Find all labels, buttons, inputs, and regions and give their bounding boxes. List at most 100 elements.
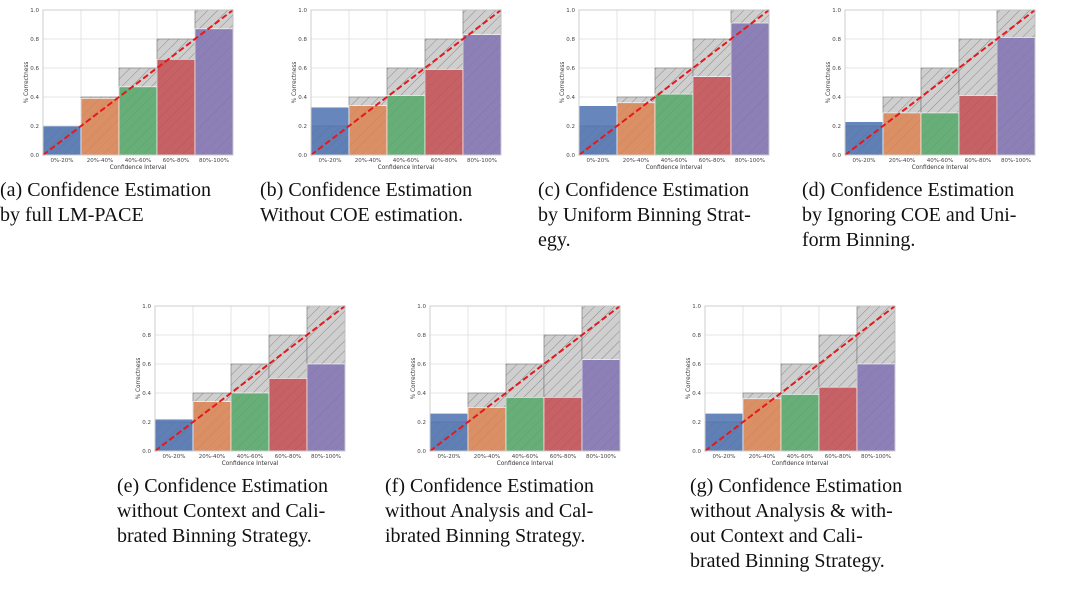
caption-b: (b) Confidence Estimation Without COE est… <box>260 178 506 228</box>
y-tick-label: 0.6 <box>832 66 841 72</box>
chart-panel-g: 0.0 0.2 0.4 0.6 0.8 1.0 0%-20% 20%-40% 40%-60% 60… <box>662 296 912 471</box>
caption-line: by Ignoring COE and Uni- <box>802 204 1017 226</box>
y-tick-label: 0.2 <box>832 124 841 130</box>
caption-label: (a) <box>0 179 28 201</box>
y-tick-label: 0.0 <box>566 153 575 159</box>
caption-line: out Context and Cali- <box>690 525 863 547</box>
x-tick-label: 40%-60% <box>125 158 151 164</box>
bar-0-to-20 <box>844 121 884 156</box>
caption-g: (g) Confidence Estimation without Analysi… <box>690 474 945 574</box>
caption-line: (a) Confidence Estimation <box>0 179 212 201</box>
perfect-calibration-line <box>844 9 1036 156</box>
chart-panel-d: 0.0 0.2 0.4 0.6 0.8 1.0 0%-20% 20%-40% 40%-60% 60… <box>802 0 1052 175</box>
y-tick-label: 0.6 <box>692 362 701 368</box>
x-tick-label: 20%-40% <box>474 454 500 460</box>
y-tick-label: 1.0 <box>566 8 575 14</box>
y-tick-label: 0.8 <box>832 37 841 43</box>
y-tick-label: 0.8 <box>142 333 151 339</box>
perfect-calibration-line <box>154 305 346 452</box>
chart-panel-e: 0.0 0.2 0.4 0.6 0.8 1.0 0%-20% 20%-40% 40%-60% 60… <box>112 296 362 471</box>
x-tick-label: 20%-40% <box>889 158 915 164</box>
y-tick-label: 1.0 <box>417 304 426 310</box>
x-axis-label: Confidence Interval <box>772 461 829 467</box>
x-tick-label: 0%-20% <box>438 454 461 460</box>
x-tick-label: 0%-20% <box>713 454 736 460</box>
chart-panel-f: 0.0 0.2 0.4 0.6 0.8 1.0 0%-20% 20%-40% 40%-60% 60… <box>387 296 637 471</box>
y-tick-label: 0.8 <box>692 333 701 339</box>
caption-label: (g) <box>690 475 719 497</box>
caption-label: (c) <box>538 179 566 201</box>
plot-frame <box>844 9 1036 156</box>
perfect-calibration-line <box>578 9 770 156</box>
x-tick-label: 20%-40% <box>199 454 225 460</box>
caption-line: by Uniform Binning Strat- <box>538 204 751 226</box>
perfect-calibration-line <box>704 305 896 452</box>
x-tick-label: 60%-80% <box>550 454 576 460</box>
caption-label: (f) <box>385 475 410 497</box>
bar-40-to-60 <box>920 112 960 156</box>
caption-e: (e) Confidence Estimation without Context… <box>117 474 367 549</box>
chart-a: 0.0 0.2 0.4 0.6 0.8 1.0 0%-20% 20%-40% 40%-60% 60… <box>24 8 234 171</box>
y-tick-label: 0.0 <box>298 153 307 159</box>
chart-panel-b: 0.0 0.2 0.4 0.6 0.8 1.0 0%-20% 20%-40% 40%-60% 60… <box>268 0 518 175</box>
x-tick-label: 60%-80% <box>965 158 991 164</box>
bar-60-to-80 <box>692 76 732 156</box>
caption-line: (g) Confidence Estimation <box>690 475 903 497</box>
chart-d: 0.0 0.2 0.4 0.6 0.8 1.0 0%-20% 20%-40% 40%-60% 60… <box>826 8 1036 171</box>
caption-line: brated Binning Strategy. <box>117 525 312 547</box>
plot-frame <box>154 305 346 452</box>
y-tick-label: 0.4 <box>832 95 841 101</box>
x-tick-label: 80%-100% <box>861 454 891 460</box>
x-tick-label: 60%-80% <box>163 158 189 164</box>
y-tick-label: 0.8 <box>298 37 307 43</box>
chart-f: 0.0 0.2 0.4 0.6 0.8 1.0 0%-20% 20%-40% 40%-60% 60… <box>411 304 621 467</box>
y-tick-label: 1.0 <box>142 304 151 310</box>
bar-0-to-20 <box>429 413 469 452</box>
y-tick-label: 0.4 <box>298 95 307 101</box>
caption-c: (c) Confidence Estimation by Uniform Binn… <box>538 178 796 253</box>
caption-line: by full LM-PACE <box>0 204 144 226</box>
bar-60-to-80 <box>543 397 583 452</box>
x-tick-label: 60%-80% <box>431 158 457 164</box>
bar-20-to-40 <box>80 98 120 156</box>
x-tick-label: 80%-100% <box>586 454 616 460</box>
caption-f: (f) Confidence Estimation without Analysi… <box>385 474 647 549</box>
y-tick-label: 0.0 <box>832 153 841 159</box>
x-tick-label: 80%-100% <box>311 454 341 460</box>
y-tick-label: 1.0 <box>832 8 841 14</box>
caption-label: (b) <box>260 179 289 201</box>
x-tick-label: 80%-100% <box>735 158 765 164</box>
caption-line: (e) Confidence Estimation <box>117 475 329 497</box>
y-tick-label: 0.2 <box>30 124 39 130</box>
y-tick-label: 0.8 <box>566 37 575 43</box>
bar-80-to-100 <box>462 34 502 156</box>
bar-20-to-40 <box>348 105 388 156</box>
y-tick-label: 0.6 <box>30 66 39 72</box>
bar-20-to-40 <box>467 407 507 452</box>
y-tick-label: 0.4 <box>692 391 701 397</box>
chart-b: 0.0 0.2 0.4 0.6 0.8 1.0 0%-20% 20%-40% 40%-60% 60… <box>292 8 502 171</box>
x-tick-label: 0%-20% <box>853 158 876 164</box>
caption-line: (f) Confidence Estimation <box>385 475 594 497</box>
bar-40-to-60 <box>386 95 426 156</box>
x-tick-label: 20%-40% <box>623 158 649 164</box>
bar-40-to-60 <box>118 86 158 156</box>
caption-line: (c) Confidence Estimation <box>538 179 750 201</box>
x-tick-label: 0%-20% <box>587 158 610 164</box>
bar-40-to-60 <box>230 392 270 452</box>
y-tick-label: 0.4 <box>142 391 151 397</box>
x-axis-label: Confidence Interval <box>497 461 554 467</box>
caption-line: egy. <box>538 229 571 251</box>
x-tick-label: 20%-40% <box>749 454 775 460</box>
x-tick-label: 80%-100% <box>1001 158 1031 164</box>
bar-60-to-80 <box>818 386 858 452</box>
bar-0-to-20 <box>154 418 194 452</box>
caption-line: (d) Confidence Estimation <box>802 179 1015 201</box>
bar-80-to-100 <box>306 363 346 452</box>
x-tick-label: 80%-100% <box>467 158 497 164</box>
y-tick-label: 1.0 <box>298 8 307 14</box>
caption-line: (b) Confidence Estimation <box>260 179 473 201</box>
caption-line: Without COE estimation. <box>260 204 464 226</box>
x-axis-label: Confidence Interval <box>646 165 703 171</box>
plot-frame <box>42 9 234 156</box>
